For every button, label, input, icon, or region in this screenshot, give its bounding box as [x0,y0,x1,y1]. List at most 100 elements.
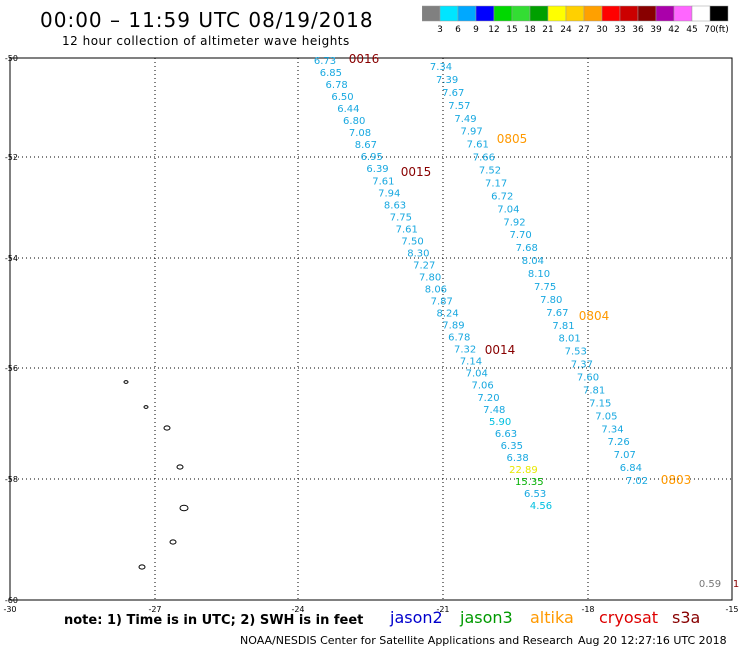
legend-tick-label: 27 [578,25,589,34]
legend-tick-label: 39 [650,25,662,34]
track-value-altika: 7.15 [589,398,611,409]
track-value-altika: 7.37 [571,360,593,371]
track-value-cryosat: 6.85 [320,68,342,79]
track-value-cryosat: 7.06 [471,381,493,392]
track-value-cryosat: 6.73 [314,56,336,67]
island-outline [163,425,171,431]
satellite-jason2: jason2 [390,608,443,627]
latitude-label: -58 [5,475,18,484]
credit-line: NOAA/NESDIS Center for Satellite Applica… [240,634,574,647]
latitude-label: -52 [5,153,18,162]
track-value-cryosat: 7.87 [431,297,453,308]
track-value-cryosat: 6.95 [361,152,383,163]
legend-unit-label: (ft) [715,25,729,34]
track-value-altika: 6.72 [491,191,513,202]
track-value-cryosat: 7.61 [396,224,418,235]
page-title: 00:00 – 11:59 UTC 08/19/2018 [40,8,374,32]
longitude-label: -30 [3,605,16,614]
island-outline [138,564,146,570]
track-value-cryosat: 7.48 [483,405,505,416]
legend-tick-label: 24 [560,25,572,34]
legend-tick-label: 33 [614,25,625,34]
track-value-cryosat: 7.50 [401,236,423,247]
track-value-cryosat: 5.90 [489,417,511,428]
map-frame [9,57,733,601]
pass-time-label: 0014 [485,343,516,357]
track-value-cryosat: 7.61 [372,176,394,187]
page-subtitle: 12 hour collection of altimeter wave hei… [62,34,350,48]
track-value-altika: 7.17 [485,178,507,189]
track-value-altika: 7.04 [497,204,519,215]
latitude-label: -50 [5,54,18,63]
track-value-altika: 8.10 [528,269,550,280]
track-value-altika: 7.60 [577,373,599,384]
track-value-altika: 7.70 [509,230,531,241]
pass-time-label: 0804 [579,309,610,323]
track-value-altika: 7.57 [448,101,470,112]
legend-tick-label: 12 [488,25,499,34]
track-value-cryosat: 7.27 [413,260,435,271]
track-value-altika: 7.07 [614,450,636,461]
island-outline [123,380,129,384]
island-outline [179,504,189,512]
track-value-cryosat: 6.38 [507,453,529,464]
track-value-altika: 7.97 [460,127,482,138]
satellite-s3a: s3a [672,608,701,627]
track-value-cryosat: 4.56 [530,501,552,512]
footer-note: note: 1) Time is in UTC; 2) SWH is in fe… [64,613,364,628]
color-legend: 3 6 9 12 15 18 21 24 27 30 33 36 39 42 45 70 (ft) [422,5,729,34]
track-value-cryosat: 7.32 [454,345,476,356]
track-value-cryosat: 8.67 [355,140,377,151]
track-value-cryosat: 6.39 [366,164,388,175]
track-value-cryosat: 22.89 [509,465,538,476]
track-value-altika: 7.05 [595,411,617,422]
track-value-altika: 7.26 [607,437,629,448]
legend-tick-label: 3 [437,25,443,34]
track-value-cryosat: 7.89 [442,321,464,332]
legend-tick-label: 21 [542,25,553,34]
track-value-altika: 7.52 [479,166,501,177]
track-value-cryosat: 7.04 [466,369,488,380]
legend-tick-label: 15 [506,25,517,34]
longitude-label: -21 [436,605,449,614]
pass-time-label: 0016 [349,52,380,66]
track-value-cryosat: 7.14 [460,357,482,368]
track-value-cryosat: 6.78 [448,333,470,344]
track-value-cryosat: 8.24 [436,309,458,320]
pass-time-label: 0803 [661,473,692,487]
track-value-cryosat: 7.20 [477,393,499,404]
pass-time-label: 0015 [401,165,432,179]
legend-tick-label: 70 [704,25,716,34]
track-value-cryosat: 8.63 [384,200,406,211]
longitude-label: -27 [148,605,161,614]
track-value-cryosat: 7.94 [378,188,400,199]
legend-tick-label: 6 [455,25,461,34]
track-value-altika: 7.34 [601,424,623,435]
latitude-label: -60 [5,596,18,605]
track-value-altika: 6.84 [620,463,642,474]
legend-tick-label: 42 [668,25,679,34]
track-value-altika: 7.49 [454,114,476,125]
track-value-altika: 7.02 [626,476,648,487]
track-value-altika: 8.01 [558,334,580,345]
track-value-altika: 7.75 [534,282,556,293]
satellite-cryosat: cryosat [599,608,659,627]
longitude-label: -18 [581,605,594,614]
legend-tick-label: 18 [524,25,536,34]
satellite-jason3: jason3 [460,608,513,627]
legend-tick-label: 30 [596,25,608,34]
longitude-label: -24 [291,605,304,614]
latitude-label: -54 [5,254,18,263]
track-value-altika: 7.39 [436,75,458,86]
track-value-altika: 7.34 [430,62,452,73]
track-value-altika: 7.61 [467,140,489,151]
track-value-altika: 7.67 [442,88,464,99]
track-value-altika: 7.80 [540,295,562,306]
track-value-cryosat: 6.80 [343,116,365,127]
track-value-altika: 7.66 [473,153,495,164]
track-value-altika: 8.04 [522,256,544,267]
corner-value-label: 0.59 [699,579,721,590]
track-value-altika: 7.67 [546,308,568,319]
island-outline [143,405,149,409]
